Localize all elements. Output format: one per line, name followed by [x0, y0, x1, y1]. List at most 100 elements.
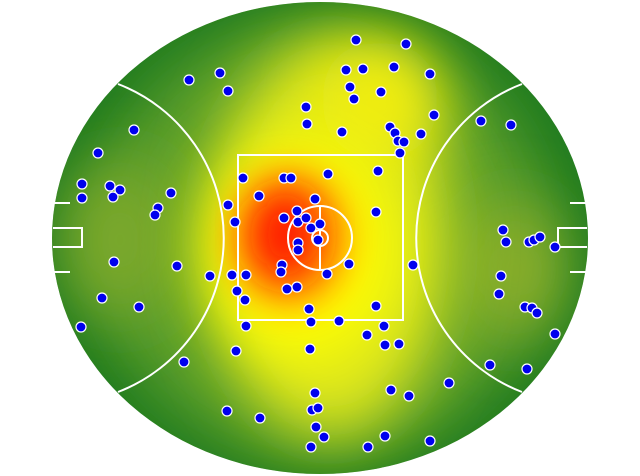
point — [370, 300, 382, 312]
point — [230, 345, 242, 357]
point — [375, 86, 387, 98]
point — [300, 212, 312, 224]
point — [275, 266, 287, 278]
point — [314, 218, 326, 230]
point — [400, 38, 412, 50]
point — [350, 34, 362, 46]
point — [379, 430, 391, 442]
point — [278, 212, 290, 224]
point — [407, 259, 419, 271]
point — [104, 180, 116, 192]
point — [240, 269, 252, 281]
point — [239, 294, 251, 306]
point — [96, 292, 108, 304]
point — [340, 64, 352, 76]
point — [114, 184, 126, 196]
point — [304, 343, 316, 355]
point — [222, 85, 234, 97]
point — [291, 281, 303, 293]
point — [312, 234, 324, 246]
point — [415, 128, 427, 140]
point — [133, 301, 145, 313]
point — [178, 356, 190, 368]
point — [305, 441, 317, 453]
point — [505, 119, 517, 131]
point — [361, 329, 373, 341]
point — [305, 222, 317, 234]
point — [385, 384, 397, 396]
point — [214, 67, 226, 79]
point — [254, 412, 266, 424]
point — [531, 307, 543, 319]
point — [348, 93, 360, 105]
point — [428, 109, 440, 121]
point — [149, 209, 161, 221]
point — [291, 205, 303, 217]
point — [357, 63, 369, 75]
point — [226, 269, 238, 281]
point — [484, 359, 496, 371]
point — [493, 288, 505, 300]
point — [495, 270, 507, 282]
point — [344, 81, 356, 93]
point — [231, 285, 243, 297]
points — [75, 34, 561, 453]
point — [171, 260, 183, 272]
point — [240, 320, 252, 332]
point — [237, 172, 249, 184]
point — [108, 256, 120, 268]
point — [394, 147, 406, 159]
point — [204, 270, 216, 282]
point — [292, 244, 304, 256]
point — [183, 74, 195, 86]
point — [497, 224, 509, 236]
point — [333, 315, 345, 327]
point — [285, 172, 297, 184]
point — [549, 241, 561, 253]
point — [378, 320, 390, 332]
point — [76, 192, 88, 204]
point — [229, 216, 241, 228]
point — [322, 168, 334, 180]
point — [312, 402, 324, 414]
point — [318, 431, 330, 443]
field-markings — [53, 83, 587, 393]
point — [128, 124, 140, 136]
point — [398, 136, 410, 148]
point — [362, 441, 374, 453]
point — [321, 268, 333, 280]
point — [424, 68, 436, 80]
point — [336, 126, 348, 138]
point — [534, 231, 546, 243]
point — [388, 61, 400, 73]
point — [165, 187, 177, 199]
point — [92, 147, 104, 159]
point — [443, 377, 455, 389]
point — [403, 390, 415, 402]
point — [393, 338, 405, 350]
point — [370, 206, 382, 218]
point — [221, 405, 233, 417]
point — [301, 118, 313, 130]
point — [310, 421, 322, 433]
point — [300, 101, 312, 113]
point — [303, 303, 315, 315]
point — [475, 115, 487, 127]
point — [305, 316, 317, 328]
point — [372, 165, 384, 177]
point — [500, 236, 512, 248]
point — [75, 321, 87, 333]
point — [521, 363, 533, 375]
point — [76, 178, 88, 190]
point — [107, 191, 119, 203]
point — [222, 199, 234, 211]
point — [309, 387, 321, 399]
point — [343, 258, 355, 270]
point — [281, 283, 293, 295]
point — [424, 435, 436, 447]
point — [253, 190, 265, 202]
point — [549, 328, 561, 340]
point — [309, 193, 321, 205]
